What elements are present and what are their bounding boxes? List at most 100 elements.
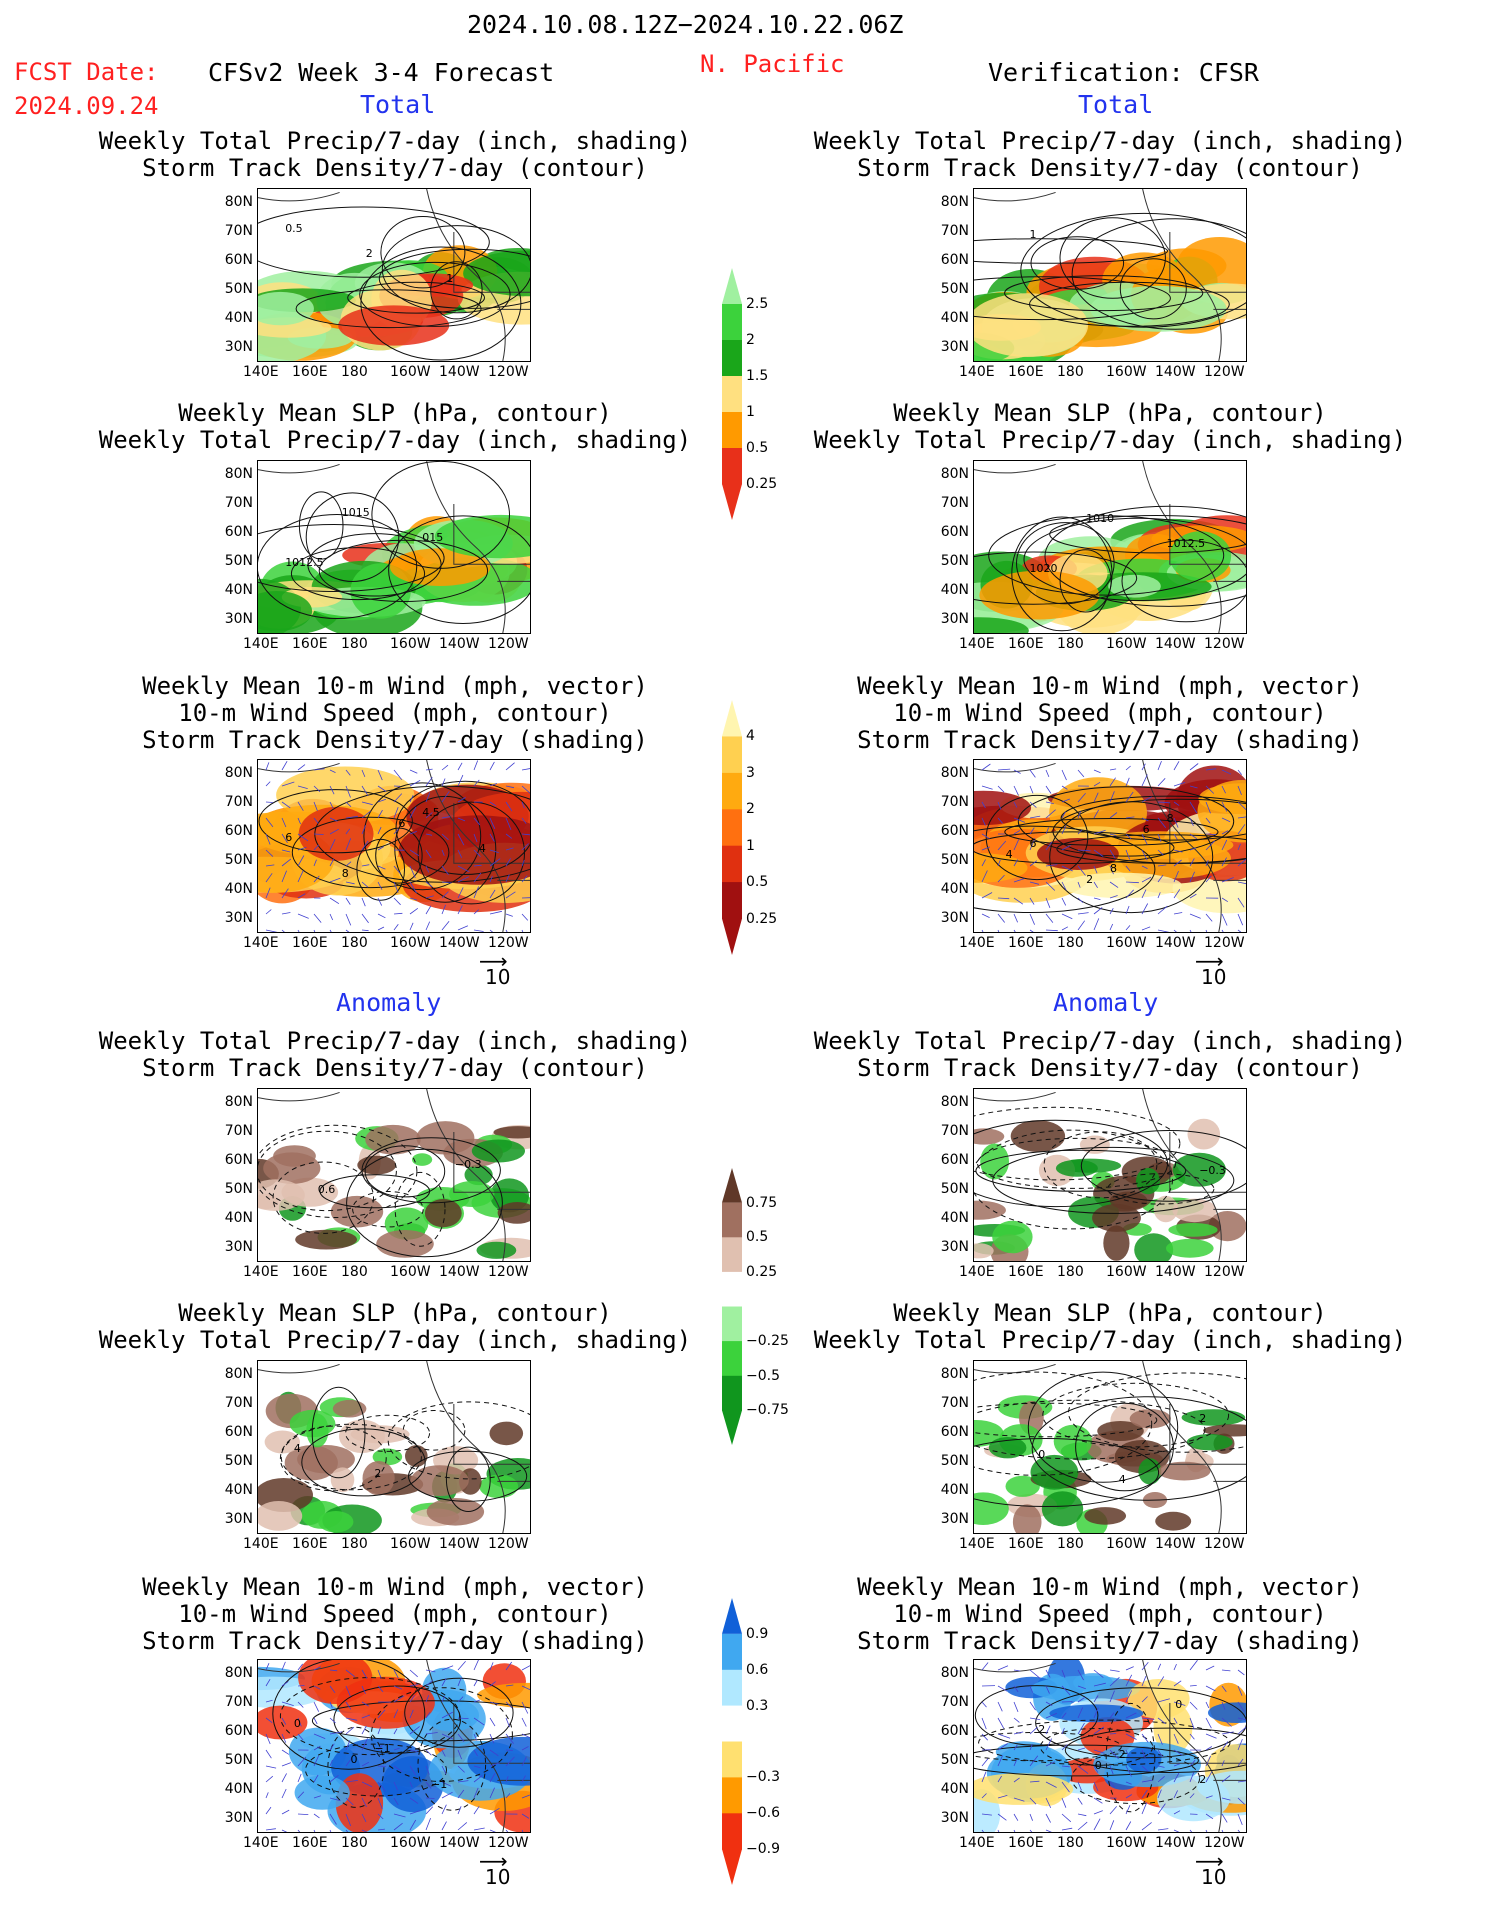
wind-vector [441,904,446,915]
lon-tick-label: 180 [1057,1264,1084,1280]
wind-vector [425,1749,432,1756]
wind-vector [1109,812,1118,819]
contour-line [1060,795,1246,841]
colorbar-label: 1 [746,404,755,420]
contour-line [279,1425,387,1492]
wind-vector [345,815,358,819]
wind-vector [1109,1690,1115,1703]
wind-vector [1109,1781,1116,1789]
lon-tick-label: 160W [1106,364,1147,380]
wind-vector [1077,897,1084,903]
colorbar-label: 3 [746,764,755,781]
contour-line [295,289,482,329]
wind-vector [1061,926,1069,931]
contour-label: 2 [1119,1748,1126,1761]
contour-line [1044,505,1246,607]
wind-vector [441,833,449,841]
wind-vector [1109,791,1115,803]
wind-vector [489,1681,496,1687]
wind-vector [1045,1685,1050,1694]
wind-vector [457,905,463,915]
wind-vector [345,838,352,851]
wind-vector [1013,1744,1018,1751]
wind-vector [265,929,278,932]
wind-vector [1109,1806,1118,1815]
wind-vector [1237,785,1242,795]
wind-vector [329,1731,343,1735]
map-panel-r6: 0 0 2 2 2 [973,1659,1247,1833]
contour-line [1004,275,1204,312]
wind-vector [1173,929,1177,932]
wind-vector [377,1745,383,1751]
wind-vector [505,762,515,771]
panel-title-l6-2: 10-m Wind Speed (mph, contour) [178,1600,612,1628]
wind-vector [1221,897,1229,903]
wind-vector [313,1795,322,1799]
wind-vector [1157,1828,1169,1831]
wind-vector [377,1669,382,1679]
wind-vector [521,1746,529,1751]
lat-tick-label: 40N [224,881,253,897]
colorbar-label: 4 [746,728,755,745]
wind-vector [1109,1712,1115,1719]
lat-tick-label: 80N [940,194,969,210]
wind-vector [313,1717,318,1725]
wind-vector [1157,760,1162,771]
wind-vector [1013,1813,1019,1821]
wind-vector [489,889,496,899]
wind-vector [1237,1797,1245,1805]
map-panel-r2: 1010 1012.5 1020 [973,460,1247,634]
wind-vector [345,1813,352,1827]
lon-tick-label: 140E [243,1835,279,1851]
contour-line [272,1161,375,1234]
contour-label: 2 [1086,873,1093,886]
lat-tick-label: 40N [940,1210,969,1226]
shade-blob [988,1437,1027,1459]
shade-blob [974,790,1032,826]
lon-tick-label: 140W [439,935,480,951]
wind-vector [409,1694,415,1703]
colorbar-segment [722,1375,742,1411]
wind-vector [313,929,316,932]
wind-vector [1141,1733,1149,1743]
contour-line [359,261,511,327]
coastline [974,461,1246,633]
wind-vector [1093,1682,1106,1687]
shade-blob [1053,1424,1093,1458]
wind-vector [409,831,417,835]
colorbar-segment [722,736,742,774]
contour-line [381,225,530,314]
wind-vector [1013,913,1018,923]
wind-vector [1157,874,1164,883]
wind-vector [1125,1690,1133,1703]
lat-tick-label: 30N [224,1511,253,1527]
wind-vector [981,1701,987,1708]
lat-tick-label: 80N [940,1665,969,1681]
wind-vector [489,910,502,915]
wind-vector [505,1684,514,1687]
contour-line [301,1428,426,1497]
wind-vector [281,1762,292,1767]
contour-label: 0.6 [318,1183,336,1196]
shade-blob [1168,1223,1218,1237]
wind-vector [313,1813,320,1819]
wind-vector [521,859,525,867]
wind-vector [981,817,986,826]
colorbar-segment [722,809,742,847]
wind-vector [313,859,317,867]
colorbar-label: 0.75 [746,1194,778,1211]
colorbar-label: 0.5 [746,440,769,456]
contour-line [375,827,423,884]
wind-vector [297,801,304,811]
contour-line [1059,217,1166,299]
shade-blob [974,1128,1005,1145]
shade-blob [1203,1424,1246,1437]
lat-tick-label: 50N [224,281,253,297]
wind-vector [473,1827,485,1831]
wind-vector [981,1793,987,1799]
wind-vector [1045,809,1056,819]
wind-vector [1045,1669,1051,1678]
wind-vector [1093,1781,1099,1792]
wind-vector [345,913,352,926]
colorbar-segment [722,1741,742,1778]
